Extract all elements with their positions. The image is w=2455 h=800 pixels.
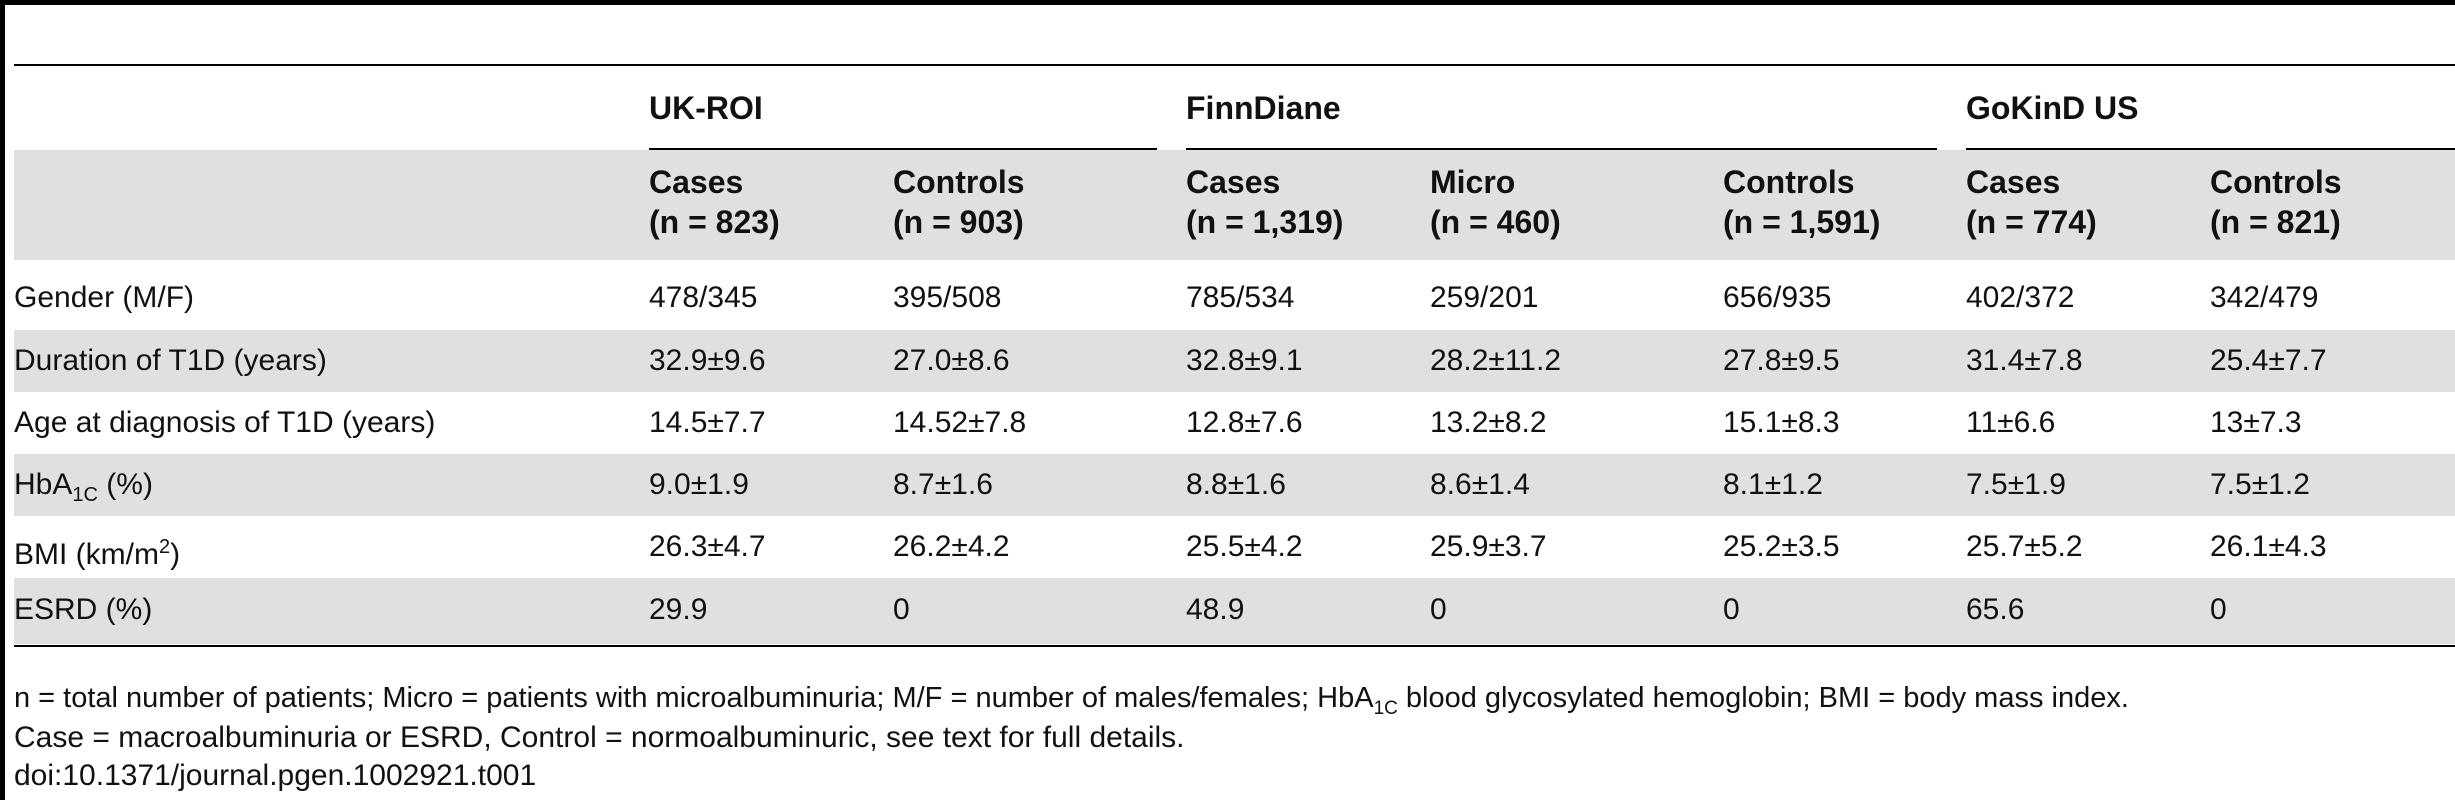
table-top-rule	[14, 64, 2455, 66]
table-cell: 11±6.6	[1966, 406, 2056, 439]
table-cell: 7.5±1.9	[1966, 468, 2066, 501]
top-border	[0, 0, 2455, 5]
group-header-gokind-us: GoKinD US	[1966, 90, 2139, 126]
table-cell: 27.8±9.5	[1723, 344, 1840, 377]
column-header: Micro (n = 460)	[1430, 164, 1561, 240]
table-cell: 26.2±4.2	[893, 530, 1010, 563]
table-cell: 259/201	[1430, 281, 1539, 314]
table-cell: 26.3±4.7	[649, 530, 766, 563]
table-cell: 14.52±7.8	[893, 406, 1027, 439]
group-header-uk-roi: UK-ROI	[649, 90, 763, 126]
table-cell: 65.6	[1966, 593, 2025, 626]
table-cell: 14.5±7.7	[649, 406, 766, 439]
row-label: BMI (km/m2)	[14, 536, 181, 571]
row-label: Age at diagnosis of T1D (years)	[14, 406, 436, 439]
doi-text: doi:10.1371/journal.pgen.1002921.t001	[14, 759, 537, 792]
table-cell: 25.9±3.7	[1430, 530, 1547, 563]
column-header: Cases (n = 1,319)	[1186, 164, 1344, 240]
group-underline-finndiane	[1186, 148, 1937, 150]
group-underline-gokind-us	[1966, 148, 2455, 150]
table-cell: 15.1±8.3	[1723, 406, 1840, 439]
footnote-definitions: n = total number of patients; Micro = pa…	[14, 682, 2129, 719]
row-label: ESRD (%)	[14, 593, 153, 626]
table-cell: 48.9	[1186, 593, 1245, 626]
column-header-band	[14, 150, 2455, 260]
table-cell: 7.5±1.2	[2210, 468, 2310, 501]
group-underline-uk-roi	[649, 148, 1157, 150]
table-cell: 28.2±11.2	[1430, 344, 1562, 377]
group-header-finndiane: FinnDiane	[1186, 90, 1341, 126]
column-header: Controls (n = 903)	[893, 164, 1025, 240]
table-cell: 27.0±8.6	[893, 344, 1010, 377]
table-cell: 25.4±7.7	[2210, 344, 2327, 377]
table-cell: 9.0±1.9	[649, 468, 749, 501]
column-header: Controls (n = 1,591)	[1723, 164, 1881, 240]
column-header: Controls (n = 821)	[2210, 164, 2342, 240]
table-cell: 31.4±7.8	[1966, 344, 2083, 377]
table-cell: 0	[2210, 593, 2227, 626]
column-header: Cases (n = 823)	[649, 164, 780, 240]
table-cell: 478/345	[649, 281, 758, 314]
table-cell: 29.9	[649, 593, 708, 626]
table-cell: 8.7±1.6	[893, 468, 993, 501]
table-cell: 32.9±9.6	[649, 344, 766, 377]
table-bottom-rule	[14, 645, 2455, 647]
table-cell: 402/372	[1966, 281, 2075, 314]
row-band	[14, 578, 2455, 644]
row-band	[14, 454, 2455, 516]
left-border	[0, 0, 5, 800]
table-cell: 0	[893, 593, 910, 626]
table-cell: 395/508	[893, 281, 1002, 314]
table-cell: 785/534	[1186, 281, 1295, 314]
table-cell: 26.1±4.3	[2210, 530, 2327, 563]
table-cell: 8.1±1.2	[1723, 468, 1823, 501]
table-cell: 32.8±9.1	[1186, 344, 1303, 377]
table-cell: 656/935	[1723, 281, 1832, 314]
row-band	[14, 330, 2455, 392]
row-label: Gender (M/F)	[14, 281, 195, 314]
table-cell: 13±7.3	[2210, 406, 2302, 439]
row-label: Duration of T1D (years)	[14, 344, 327, 377]
table-cell: 0	[1723, 593, 1740, 626]
row-label: HbA1C (%)	[14, 468, 153, 506]
table-cell: 0	[1430, 593, 1447, 626]
table-cell: 25.7±5.2	[1966, 530, 2083, 563]
table-cell: 8.8±1.6	[1186, 468, 1286, 501]
column-header: Cases (n = 774)	[1966, 164, 2097, 240]
table-cell: 25.5±4.2	[1186, 530, 1303, 563]
table-cell: 342/479	[2210, 281, 2319, 314]
footnote-case-definition: Case = macroalbuminuria or ESRD, Control…	[14, 721, 1185, 754]
table-cell: 13.2±8.2	[1430, 406, 1547, 439]
table-cell: 12.8±7.6	[1186, 406, 1303, 439]
table-cell: 8.6±1.4	[1430, 468, 1530, 501]
table-cell: 25.2±3.5	[1723, 530, 1840, 563]
